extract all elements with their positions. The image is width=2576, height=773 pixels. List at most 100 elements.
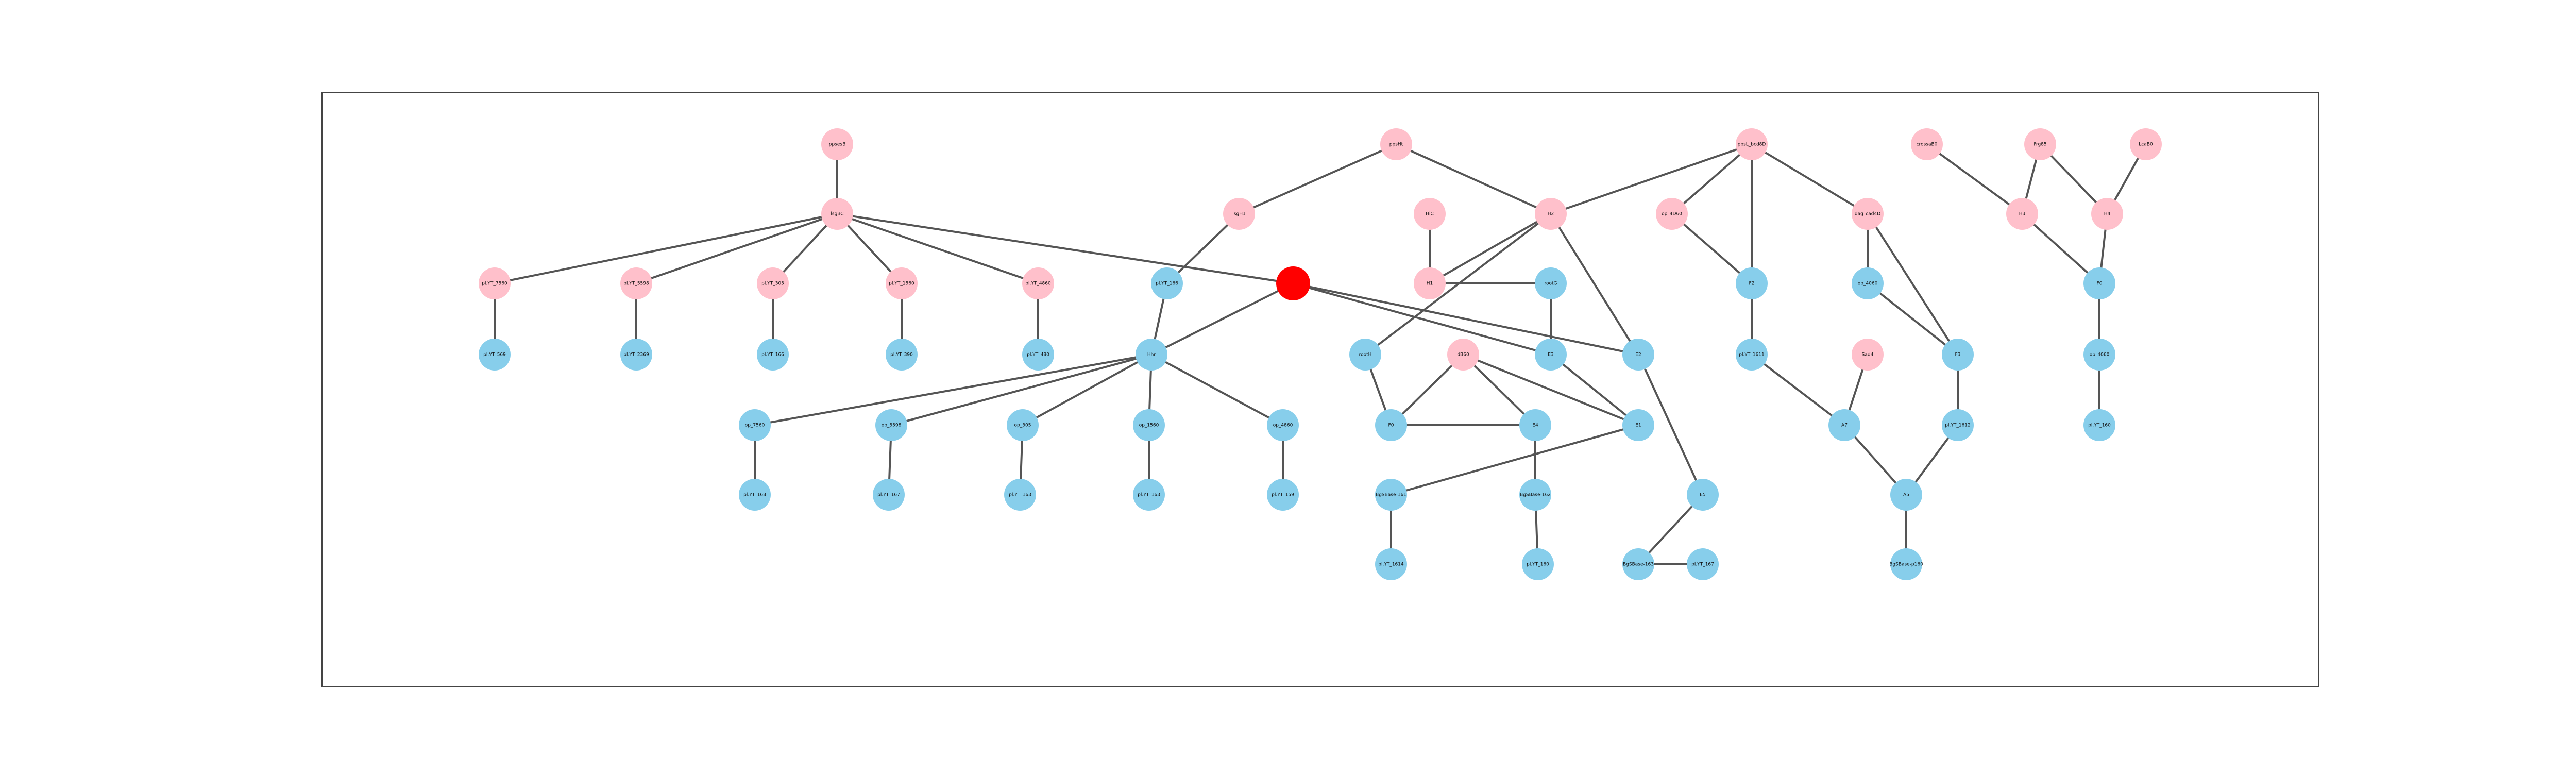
node-label: E2 — [1635, 352, 1641, 358]
graph-node: pl.YT_160 — [2083, 409, 2115, 441]
node-label: rootH — [1359, 352, 1372, 358]
node-label: BgSBase-p160 — [1889, 562, 1923, 567]
node-circle — [1375, 479, 1407, 511]
node-label: op_4D60 — [1662, 212, 1682, 217]
graph-edge — [1022, 354, 1152, 426]
graph-edge — [1671, 213, 1753, 284]
node-label: F3 — [1955, 352, 1961, 358]
graph-node: op_4860 — [1267, 409, 1299, 441]
node-label: op_4060 — [2090, 352, 2110, 358]
plot-frame — [321, 92, 2319, 687]
node-label: ppsHt — [1389, 142, 1403, 147]
node-label: H3 — [2019, 212, 2026, 217]
node-circle — [2083, 267, 2115, 299]
graph-edge — [837, 213, 1039, 284]
graph-node: BgSBase-162 — [1519, 479, 1551, 511]
graph-node: pl.YT_159 — [1267, 479, 1299, 511]
node-label: A5 — [1903, 493, 1909, 498]
graph-edge — [1390, 354, 1464, 426]
node-circle — [2130, 128, 2162, 160]
graph-node: op_5598 — [875, 409, 907, 441]
node-label: pl.YT_4860 — [1025, 281, 1051, 287]
node-label: op_305 — [1014, 423, 1031, 428]
node-label: lsgH1 — [1232, 212, 1245, 217]
node-label: pl.YT_167 — [1691, 562, 1714, 567]
node-circle — [1022, 267, 1054, 299]
graph-node: LcaB0 — [2130, 128, 2162, 160]
node-label: pl.YT_166 — [1156, 281, 1178, 287]
graph-node: E1 — [1622, 409, 1654, 441]
node-label: pl.YT_7560 — [482, 281, 507, 287]
graph-edge — [1671, 143, 1753, 215]
graph-node: A5 — [1890, 479, 1922, 511]
node-circle — [821, 198, 853, 230]
graph-node: pl.YT_1560 — [886, 267, 918, 299]
graph-node: pl.YT_167 — [1687, 548, 1719, 580]
node-circle — [1447, 339, 1479, 371]
node-circle — [2083, 339, 2115, 371]
node-label: F0 — [2097, 281, 2103, 287]
graph-edge — [754, 354, 1152, 426]
node-circle — [1276, 266, 1310, 300]
node-circle — [1656, 198, 1688, 230]
node-label: Hhr — [1147, 352, 1156, 358]
node-circle — [2024, 128, 2056, 160]
graph-node: pl.YT_166 — [1151, 267, 1183, 299]
graph-edge — [1462, 354, 1536, 426]
graph-edge — [1926, 143, 2023, 215]
node-label: pl.YT_2369 — [623, 352, 649, 358]
node-circle — [757, 267, 789, 299]
node-circle — [739, 479, 771, 511]
node-label: H2 — [1548, 212, 1554, 217]
graph-edge — [1151, 354, 1283, 426]
node-label: HiC — [1426, 212, 1434, 217]
node-circle — [1519, 479, 1551, 511]
node-circle — [1687, 548, 1719, 580]
graph-edge — [2021, 213, 2100, 284]
graph-edge — [1637, 354, 1704, 495]
node-circle — [1133, 479, 1165, 511]
node-circle — [1267, 479, 1299, 511]
node-label: dB60 — [1457, 352, 1469, 358]
graph-edge — [1867, 213, 1959, 356]
graph-node: rootG — [1535, 267, 1567, 299]
node-circle — [1519, 409, 1551, 441]
graph-node: H2 — [1535, 198, 1567, 230]
graph-node: BgSBase-161 — [1375, 479, 1407, 511]
node-label: pl.YT_1611 — [1739, 352, 1764, 358]
node-circle — [1890, 548, 1922, 580]
node-label: pl.YT_390 — [890, 352, 913, 358]
graph-edge — [1550, 213, 1639, 356]
node-circle — [1535, 339, 1567, 371]
node-label: E1 — [1635, 423, 1641, 428]
graph-node: dB60 — [1447, 339, 1479, 371]
node-circle — [1535, 198, 1567, 230]
node-label: pl.YT_168 — [743, 493, 766, 498]
graph-node: op_7560 — [739, 409, 771, 441]
node-label: pl.YT_166 — [761, 352, 784, 358]
node-label: pl.YT_5598 — [623, 281, 649, 287]
node-label: dag_cad4D — [1855, 212, 1880, 217]
node-label: H4 — [2104, 212, 2111, 217]
node-circle — [757, 339, 789, 371]
graph-edge — [1166, 213, 1240, 284]
node-label: lsgBC — [831, 212, 843, 217]
graph-edge — [2039, 143, 2108, 215]
graph-edge — [1751, 143, 1869, 215]
node-circle — [1687, 479, 1719, 511]
node-label: A7 — [1841, 423, 1848, 428]
node-label: pl.YT_159 — [1272, 493, 1294, 498]
graph-node: rootH — [1349, 339, 1381, 371]
node-label: crossaB0 — [1917, 142, 1938, 147]
node-circle — [1942, 339, 1974, 371]
node-label: pl.YT_160 — [2088, 423, 2111, 428]
graph-node: E4 — [1519, 409, 1551, 441]
node-label: pl.YT_167 — [877, 493, 900, 498]
node-label: Frg85 — [2033, 142, 2046, 147]
node-label: Sad4 — [1862, 352, 1874, 358]
graph-edge — [1867, 282, 1959, 356]
node-label: F2 — [1749, 281, 1755, 287]
graph-node: ppsesB — [821, 128, 853, 160]
node-circle — [1151, 267, 1183, 299]
